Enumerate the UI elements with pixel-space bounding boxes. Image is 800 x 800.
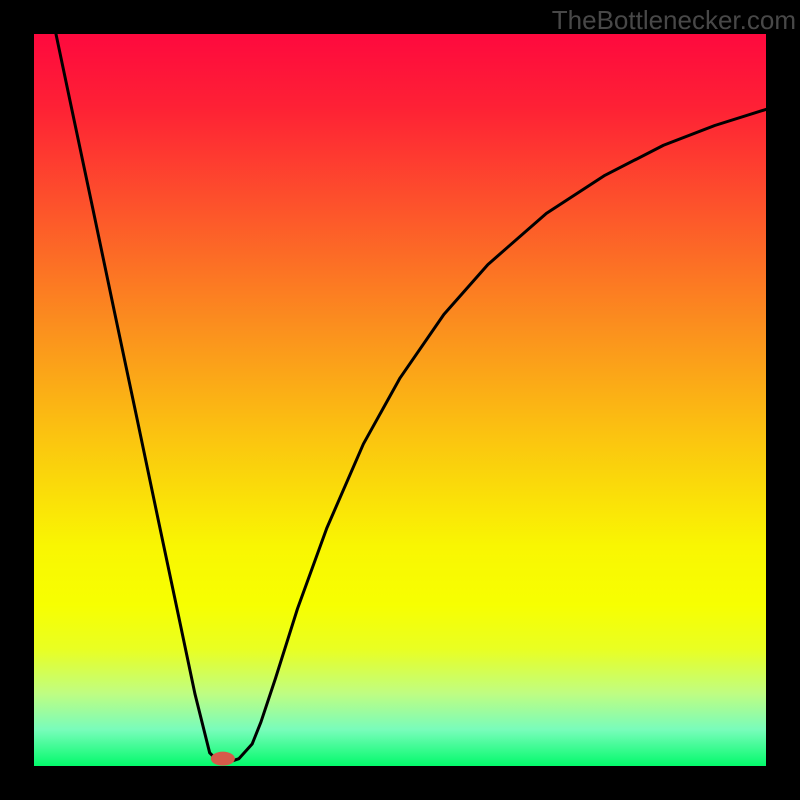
optimum-marker bbox=[211, 752, 235, 766]
chart-container: TheBottlenecker.com bbox=[0, 0, 800, 800]
watermark-text: TheBottlenecker.com bbox=[552, 5, 796, 36]
plot-background bbox=[34, 34, 766, 766]
plot-svg bbox=[34, 34, 766, 766]
